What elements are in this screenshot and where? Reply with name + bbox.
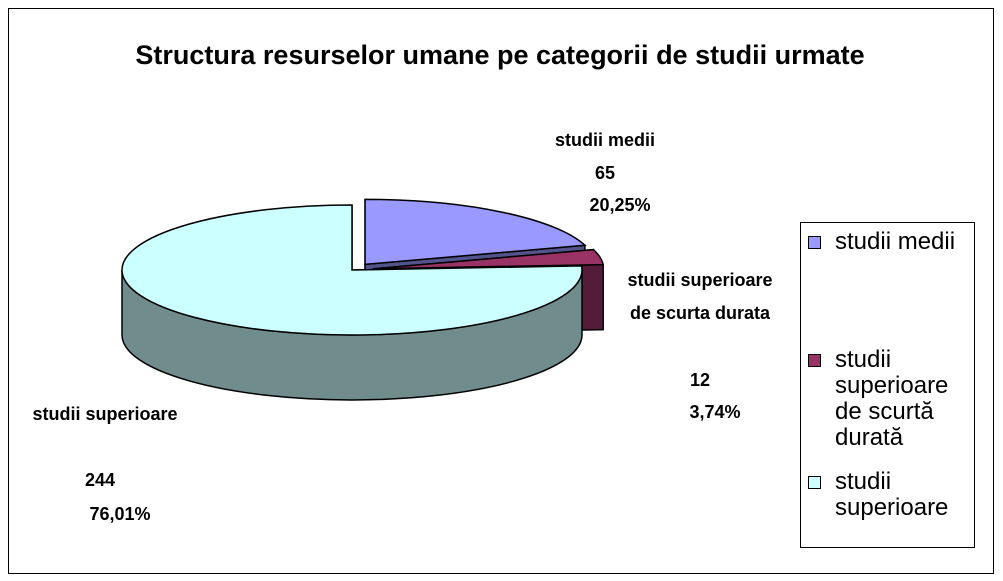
legend-swatch — [808, 354, 821, 367]
data-label-percent: 3,74% — [689, 402, 741, 422]
slice — [373, 248, 605, 270]
chart-title: Structura resurselor umane pe categorii … — [135, 40, 865, 70]
slice — [121, 204, 583, 336]
data-label-percent: 20,25% — [589, 195, 651, 215]
legend-label: studii medii — [835, 228, 956, 255]
data-label-percent: 76,01% — [89, 504, 151, 524]
legend-swatch — [808, 476, 821, 489]
data-label-name: studii superioare — [32, 404, 178, 424]
data-label-value: 12 — [689, 370, 711, 390]
legend-label: studii superioare — [835, 468, 949, 521]
chart-frame — [8, 8, 994, 574]
data-label-name: studii superioare de scurta durata — [627, 270, 773, 323]
legend-label: studii superioare de scurtă durată — [835, 346, 949, 451]
data-label-value: 244 — [84, 470, 116, 490]
legend: studii medii studii superioare de scurtă … — [800, 222, 975, 548]
legend-swatch — [808, 236, 821, 249]
data-label-name: studii medii — [554, 130, 655, 150]
data-label-value: 65 — [594, 163, 616, 183]
slice — [364, 198, 587, 266]
